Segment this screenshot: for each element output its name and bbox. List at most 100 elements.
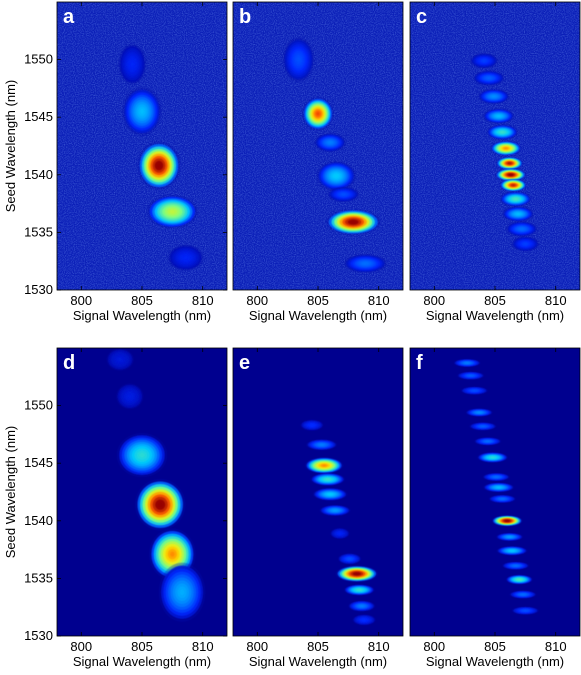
intensity-spot [482, 472, 510, 482]
intensity-spot [327, 187, 360, 202]
x-tick-label: 810 [192, 293, 214, 308]
x-tick-label: 810 [368, 639, 390, 654]
intensity-spot [300, 419, 324, 431]
spot-contour [508, 162, 511, 164]
spot-contour [333, 509, 337, 511]
spot-contour [338, 532, 341, 535]
intensity-spot [116, 433, 168, 478]
x-tick-label: 800 [70, 293, 92, 308]
intensity-spot [511, 606, 539, 615]
intensity-spot [337, 553, 362, 565]
spot-contour [517, 579, 521, 581]
spot-contour [486, 440, 490, 442]
intensity-spot [483, 482, 515, 493]
intensity-spot [302, 97, 334, 131]
intensity-spot [304, 457, 344, 474]
intensity-spot [319, 504, 351, 516]
y-tick-label: 1530 [24, 628, 53, 643]
spot-contour [510, 550, 514, 552]
intensity-spot [158, 562, 206, 622]
panel-a: a 800 805 810 1530 1535 1540 1545 1550 Signal Wav… [3, 1, 228, 323]
intensity-spot [343, 584, 375, 596]
spot-contour [497, 115, 501, 117]
intensity-spot [499, 178, 527, 192]
spot-contour [328, 141, 332, 144]
intensity-spot [488, 494, 516, 503]
spot-contour [130, 62, 134, 67]
spot-contour [465, 362, 469, 364]
intensity-spot [335, 565, 379, 583]
intensity-spot [134, 478, 186, 531]
spot-contour [128, 395, 132, 398]
y-tick-label: 1530 [24, 282, 53, 297]
x-tick-label: 810 [368, 293, 390, 308]
intensity-spot [496, 546, 528, 556]
y-tick-label: 1545 [24, 109, 53, 124]
spot-contour [183, 256, 188, 260]
spot-contour [477, 412, 481, 413]
spot-contour [157, 502, 163, 508]
spot-contour [472, 390, 476, 392]
x-tick-label: 805 [484, 293, 506, 308]
spot-contour [310, 424, 314, 426]
noise-texture [57, 2, 227, 290]
intensity-spot [477, 452, 509, 463]
spot-contour [521, 594, 525, 595]
spot-contour [328, 493, 332, 495]
intensity-spot [122, 87, 162, 136]
spot-contour [504, 147, 508, 150]
spot-contour [523, 243, 527, 245]
intensity-spot [495, 168, 527, 182]
intensity-spot [118, 43, 146, 85]
intensity-spot [283, 37, 315, 82]
y-tick-label: 1545 [24, 455, 53, 470]
spot-contour [482, 60, 486, 62]
intensity-spot [483, 108, 515, 124]
spot-contour [516, 213, 520, 215]
spot-contour [297, 57, 301, 62]
spot-contour [156, 163, 162, 168]
x-tick-label: 805 [131, 293, 153, 308]
spot-contour [508, 536, 511, 538]
intensity-spot [330, 527, 350, 540]
panel-letter: d [63, 352, 75, 374]
panel-letter: b [239, 6, 251, 28]
intensity-spot [470, 53, 498, 69]
intensity-spot [168, 244, 204, 271]
x-axis-title: Signal Wavelength (nm) [426, 654, 564, 669]
spot-contour [140, 109, 144, 114]
intensity-spot [116, 383, 144, 410]
spot-contour [362, 619, 366, 621]
intensity-spot [506, 221, 538, 237]
spot-contour [514, 198, 518, 200]
y-tick-label: 1535 [24, 224, 53, 239]
panel-letter: e [239, 352, 250, 374]
spot-contour [322, 464, 327, 467]
x-tick-label: 810 [545, 293, 567, 308]
spot-contour [481, 425, 485, 427]
spot-contour [118, 358, 122, 361]
intensity-spot [348, 600, 376, 612]
y-tick-label: 1535 [24, 570, 53, 585]
intensity-spot [137, 141, 181, 190]
spot-contour [491, 456, 495, 458]
x-tick-label: 800 [246, 639, 268, 654]
x-tick-label: 805 [307, 639, 329, 654]
spot-contour [334, 174, 339, 178]
intensity-spot [343, 254, 387, 273]
intensity-spot [495, 532, 524, 541]
spot-contour [511, 184, 515, 186]
spot-contour [514, 565, 518, 567]
panel-d: d 800 805 810 1530 1535 1540 1545 1550 Signal Wav… [3, 347, 228, 669]
x-tick-label: 800 [70, 639, 92, 654]
y-tick-label: 1550 [24, 398, 53, 413]
spot-contour [469, 375, 473, 377]
y-tick-label: 1540 [24, 167, 53, 182]
y-tick-label: 1540 [24, 513, 53, 528]
spot-contour [320, 444, 324, 446]
spot-contour [316, 112, 320, 116]
